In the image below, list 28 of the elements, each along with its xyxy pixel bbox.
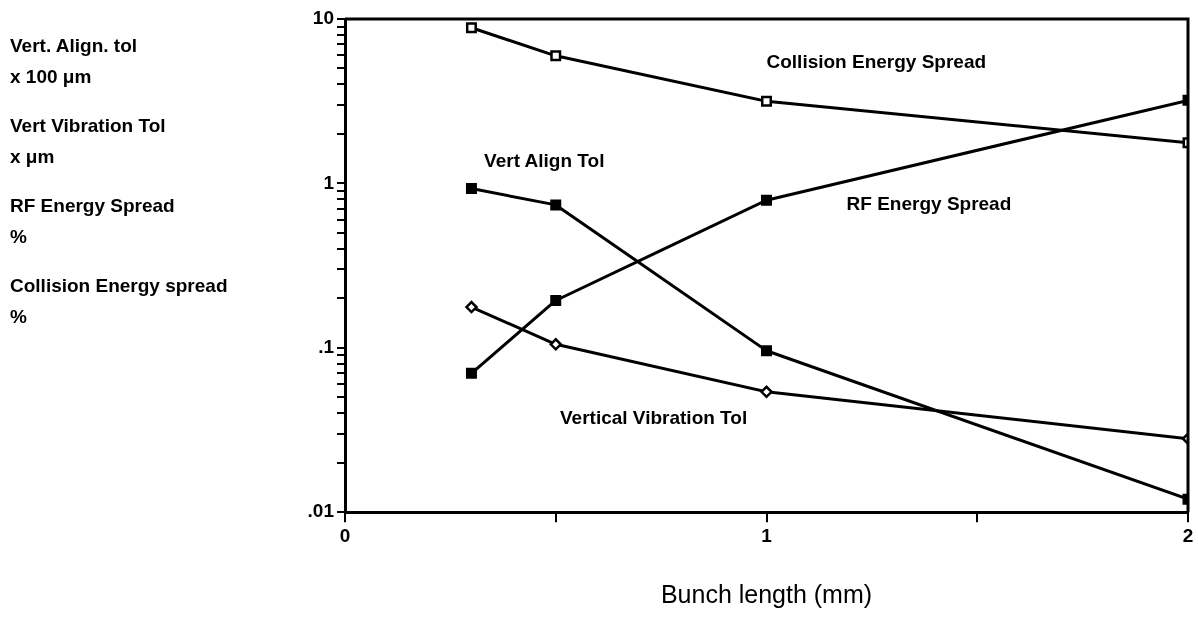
point bbox=[761, 95, 772, 107]
text: Vert. Align. tol x 100 μm bbox=[10, 35, 138, 87]
point bbox=[760, 385, 773, 399]
series-label: Vert Align Tol bbox=[484, 149, 605, 171]
x-axis-title: Bunch length (mm) bbox=[660, 579, 873, 608]
y-tick-label: 1 bbox=[323, 171, 335, 193]
point bbox=[761, 345, 772, 357]
series-label: Collision Energy Spread bbox=[766, 51, 987, 73]
point bbox=[465, 22, 477, 34]
x-tick-label: 0 bbox=[339, 524, 351, 546]
text: Vert Vibration Tol x μm bbox=[10, 115, 166, 167]
y-tick-label: 10 bbox=[312, 7, 334, 29]
y-tick-label: .01 bbox=[307, 500, 335, 522]
point bbox=[550, 199, 562, 211]
x-tick-label: 1 bbox=[761, 524, 773, 546]
text: RF Energy Spread % bbox=[10, 195, 175, 247]
point bbox=[465, 183, 477, 195]
series-label: RF Energy Spread bbox=[846, 193, 1012, 215]
point bbox=[465, 367, 477, 379]
text: Collision Energy spread % bbox=[10, 275, 228, 327]
point bbox=[550, 50, 562, 62]
point bbox=[549, 338, 562, 351]
point bbox=[761, 194, 772, 206]
point bbox=[465, 300, 478, 314]
x-tick-label: 2 bbox=[1182, 524, 1194, 546]
point bbox=[550, 294, 562, 306]
y-tick-label: .1 bbox=[318, 336, 335, 358]
series-label: Vertical Vibration Tol bbox=[559, 407, 748, 429]
